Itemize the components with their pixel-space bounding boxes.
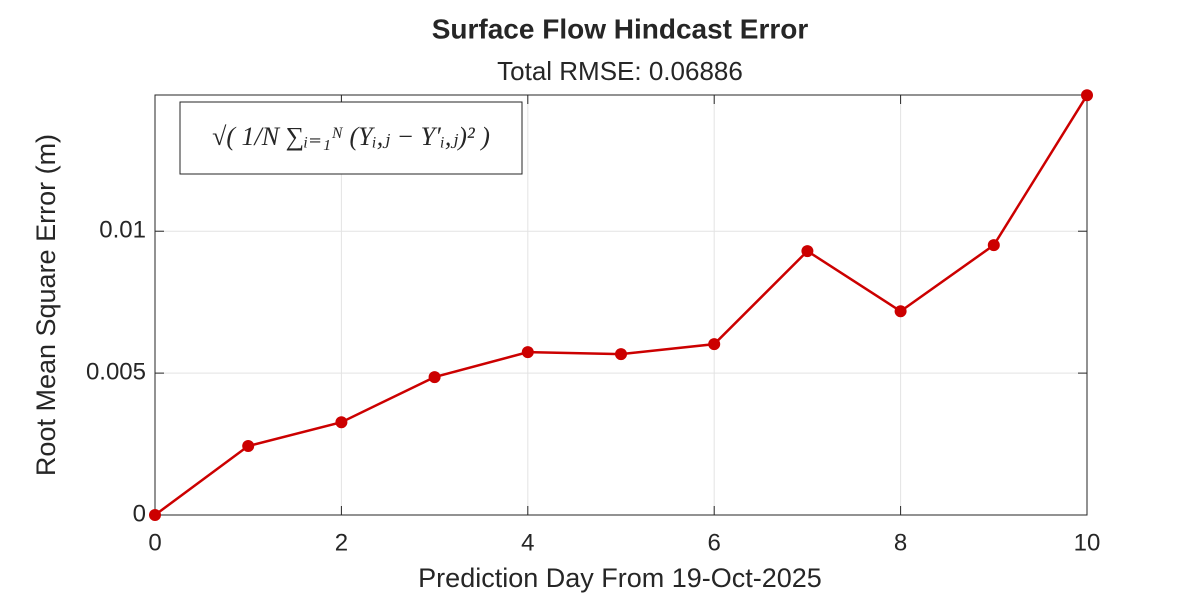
annotation: √( 1/N ∑ᵢ₌₁ᴺ (Yᵢ,ⱼ − Y′ᵢ,ⱼ)² ) — [212, 122, 490, 151]
x-axis-label: Prediction Day From 19-Oct-2025 — [418, 563, 822, 593]
data-point — [242, 440, 255, 453]
x-tick-label: 6 — [708, 529, 721, 556]
plot-frame — [154, 94, 1088, 516]
y-tick-label: 0.005 — [86, 358, 146, 385]
chart-title: Surface Flow Hindcast Error — [432, 13, 809, 44]
data-point — [708, 338, 721, 351]
data-point — [615, 348, 627, 361]
x-tick-label: 8 — [894, 529, 907, 556]
data-point — [1081, 89, 1093, 102]
x-tick-label: 4 — [521, 529, 534, 556]
x-tick-label: 10 — [1074, 529, 1101, 556]
chart-subtitle: Total RMSE: 0.06886 — [497, 56, 743, 86]
data-point — [428, 371, 441, 384]
data-point — [149, 509, 161, 521]
x-tick-label: 2 — [335, 529, 348, 556]
y-axis-label: Root Mean Square Error (m) — [31, 134, 61, 476]
y-tick-label: 0.01 — [99, 217, 146, 244]
y-tick-label: 0 — [133, 500, 146, 527]
data-point — [521, 346, 534, 359]
data-point — [987, 239, 1000, 252]
data-point — [335, 416, 348, 429]
data-point — [801, 245, 814, 258]
annotation-box — [179, 101, 523, 175]
x-tick-label: 0 — [148, 529, 161, 556]
data-point — [894, 305, 907, 318]
